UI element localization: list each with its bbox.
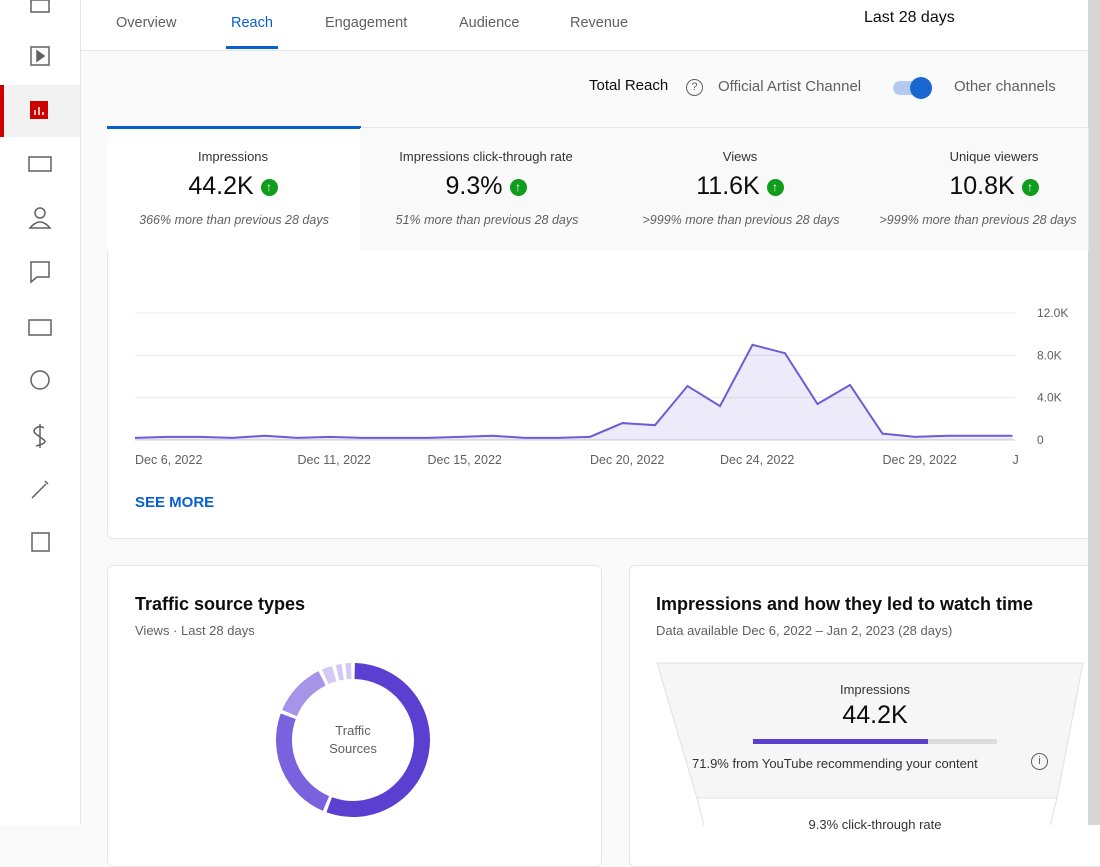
donut-segment bbox=[276, 713, 330, 811]
metric-change: >999% more than previous 28 days bbox=[879, 213, 1077, 227]
metric-change: 51% more than previous 28 days bbox=[395, 213, 579, 227]
trend-up-icon: ↑ bbox=[766, 179, 784, 196]
metric-title: Impressions click-through rate bbox=[399, 149, 573, 164]
tab[interactable]: Engagement bbox=[325, 15, 408, 31]
toggle-label: Total Reach bbox=[589, 77, 669, 94]
metric-title: Impressions bbox=[197, 149, 269, 164]
donut-segment bbox=[335, 663, 344, 681]
metric-change: 366% more than previous 28 days bbox=[139, 213, 329, 227]
metric-tile[interactable] bbox=[614, 128, 869, 251]
icon[interactable] bbox=[28, 319, 52, 336]
icon bbox=[30, 46, 50, 66]
metric-tile[interactable] bbox=[868, 128, 1089, 251]
x-tick-label: Dec 15, 2022 bbox=[428, 453, 502, 467]
card-title: Impressions and how they led to watch ti… bbox=[656, 594, 1034, 614]
trend-up-icon: ↑ bbox=[509, 179, 527, 196]
icon[interactable] bbox=[30, 261, 50, 284]
y-tick-label: 4.0K bbox=[1037, 391, 1062, 405]
card-title: Traffic source types bbox=[135, 594, 306, 614]
card-subtitle: Views · Last 28 days bbox=[135, 623, 255, 638]
toggle-knob[interactable] bbox=[910, 77, 932, 99]
tab[interactable]: Revenue bbox=[570, 15, 629, 31]
icon bbox=[34, 107, 44, 115]
donut-segment bbox=[321, 665, 337, 685]
donut-segment bbox=[282, 671, 326, 717]
tab-bar bbox=[81, 0, 1088, 51]
icon[interactable] bbox=[33, 424, 46, 448]
line bbox=[134, 343, 1013, 439]
x-tick-label: Dec 11, 2022 bbox=[298, 453, 371, 467]
info-icon[interactable]: i bbox=[1031, 753, 1048, 770]
x-tick-label: Dec 29, 2022 bbox=[883, 453, 957, 467]
funnel-shape bbox=[656, 662, 1084, 825]
y-tick-label: 8.0K bbox=[1037, 348, 1062, 362]
date-range[interactable]: Last 28 days bbox=[864, 9, 955, 26]
help-icon[interactable]: ? bbox=[686, 79, 703, 96]
tab[interactable]: Reach bbox=[231, 15, 273, 31]
funnel-stage bbox=[696, 797, 1058, 825]
funnel-stage-value: 44.2K bbox=[842, 701, 908, 729]
share-track bbox=[753, 739, 997, 744]
see-more[interactable]: SEE MORE bbox=[135, 494, 215, 511]
funnel-stage-label: Impressions bbox=[839, 682, 911, 697]
tab[interactable]: Audience bbox=[459, 15, 520, 31]
metric-tile[interactable] bbox=[360, 128, 615, 251]
donut-segment bbox=[326, 663, 431, 817]
x-tick-label: Dec 6, 2022 bbox=[135, 453, 202, 467]
metric-title: Views bbox=[722, 149, 758, 164]
scrollbar[interactable] bbox=[1088, 0, 1100, 825]
metric-value: 10.8K bbox=[949, 172, 1015, 200]
sidebar bbox=[0, 0, 81, 825]
metric-value: 11.6K bbox=[696, 172, 760, 200]
donut-center-label: Traffic Sources bbox=[329, 723, 377, 756]
icon bbox=[36, 49, 46, 63]
icon bbox=[30, 0, 50, 13]
icon[interactable] bbox=[31, 532, 50, 552]
area bbox=[135, 344, 1013, 440]
donut-chart bbox=[276, 663, 431, 817]
share-bar bbox=[753, 739, 929, 744]
tab-underline bbox=[226, 46, 278, 49]
y-tick-label: 0 bbox=[1037, 433, 1044, 447]
icon[interactable] bbox=[34, 207, 46, 219]
toggle-option: Official Artist Channel bbox=[718, 78, 862, 95]
x-tick-label: Jan 2, 2023 bbox=[1013, 453, 1078, 467]
x-tick-label: Dec 20, 2022 bbox=[590, 453, 664, 467]
tab[interactable]: Overview bbox=[116, 15, 177, 31]
toggle-option: Other channels bbox=[954, 78, 1056, 95]
share-text: 71.9% from YouTube recommending your con… bbox=[692, 756, 978, 771]
trend-up-icon: ↑ bbox=[260, 179, 278, 196]
metric-selected bbox=[107, 126, 361, 129]
x-tick-label: Dec 24, 2022 bbox=[720, 453, 794, 467]
icon[interactable] bbox=[30, 370, 50, 390]
metric-tile[interactable] bbox=[107, 128, 362, 251]
sidebar-icons bbox=[0, 0, 80, 552]
metric-value: 44.2K bbox=[188, 172, 254, 200]
card-subtitle: Data available Dec 6, 2022 – Jan 2, 2023… bbox=[656, 623, 953, 638]
metric-value: 9.3% bbox=[445, 172, 503, 200]
trend-up-icon: ↑ bbox=[1021, 179, 1039, 196]
active-indicator bbox=[0, 85, 4, 137]
metric-title: Unique viewers bbox=[949, 149, 1039, 164]
x-axis-labels: Dec 6, 2022 Dec 11, 2022 Dec 15, 2022 Dec 2… bbox=[135, 453, 1078, 467]
icon[interactable] bbox=[28, 221, 52, 229]
y-tick-label: 12.0K bbox=[1037, 306, 1068, 320]
icon[interactable] bbox=[31, 480, 49, 499]
icon[interactable] bbox=[28, 156, 52, 172]
metric-change: >999% more than previous 28 days bbox=[642, 213, 840, 227]
donut-segment bbox=[345, 663, 352, 680]
